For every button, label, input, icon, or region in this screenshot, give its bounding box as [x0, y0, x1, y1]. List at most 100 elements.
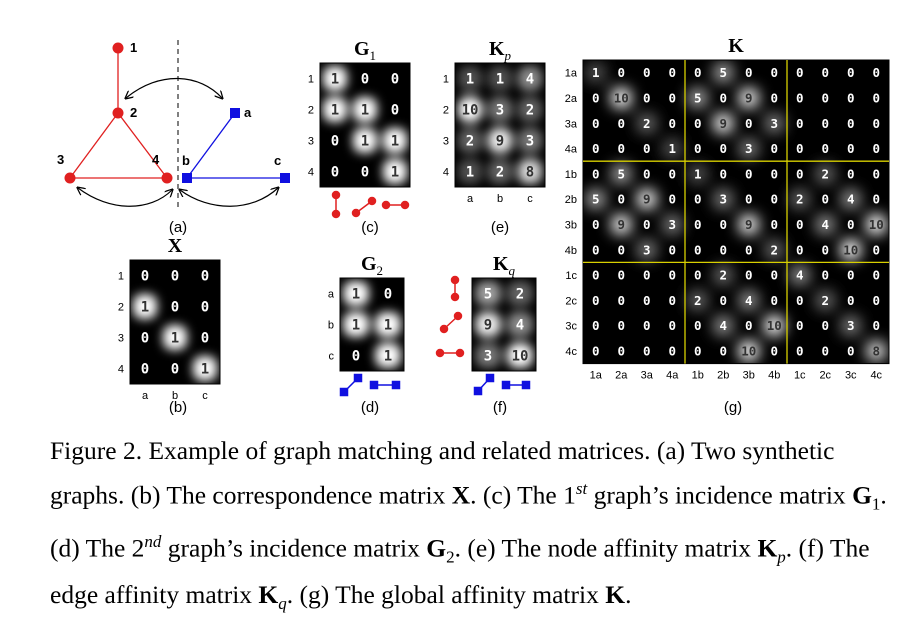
- matrix-cell-value: 0: [847, 141, 855, 156]
- matrix-cell-intensity: [507, 343, 533, 368]
- graph1-node-label: 1: [130, 40, 137, 55]
- panel-label-f: (f): [493, 399, 507, 416]
- matrix-cell-value: 4: [796, 268, 804, 283]
- matrix-cell-value: 9: [484, 318, 492, 334]
- matrix-row-label: 4c: [565, 346, 577, 358]
- matrix-row-label: a: [328, 289, 335, 301]
- matrix-cell-intensity: [475, 312, 501, 337]
- matrix-cell-value: 1: [668, 141, 676, 156]
- matrix-row-label: 2: [443, 105, 449, 117]
- matrix-col-label: 3a: [641, 370, 654, 382]
- matrix-cell-value: 2: [770, 242, 778, 257]
- matrix-cell-value: 0: [847, 343, 855, 358]
- matrix-cell-intensity: [662, 214, 683, 235]
- matrix-title: G1: [354, 38, 376, 63]
- matrix-row-label: 1a: [565, 68, 578, 80]
- graph1-edges: [69, 48, 168, 179]
- graph1-node-label: 4: [152, 152, 160, 167]
- matrix-row-label: c: [329, 351, 335, 363]
- matrix-cell-value: 3: [745, 141, 753, 156]
- matrix-cell-value: 0: [821, 268, 829, 283]
- matrix-cell-value: 0: [643, 90, 651, 105]
- matrix-col-label: a: [467, 193, 474, 205]
- matrix-cell-value: 0: [643, 268, 651, 283]
- matrix-col-label: 4c: [870, 370, 882, 382]
- graph2-node: [280, 173, 290, 183]
- matrix-cell-value: 4: [516, 318, 524, 334]
- graph2-edges: [186, 112, 285, 179]
- matrix-cell-value: 0: [770, 90, 778, 105]
- matrix-cell-value: 0: [745, 116, 753, 131]
- matrix-cell-intensity: [488, 66, 512, 91]
- matrix-cell-value: 2: [694, 293, 702, 308]
- matrix-cell-intensity: [662, 138, 683, 159]
- matrix-cell-intensity: [789, 264, 810, 286]
- matrix-cell-value: 0: [745, 318, 753, 333]
- matrix-cell-intensity: [585, 189, 606, 210]
- matrix-row-label: 2a: [565, 93, 578, 105]
- matrix-cell-value: 0: [796, 90, 804, 105]
- matrix-cell-value: 0: [872, 90, 880, 105]
- matrix-cell-value: 0: [745, 65, 753, 80]
- matrix-cell-value: 0: [643, 318, 651, 333]
- matrix-cell-value: 0: [617, 141, 625, 156]
- matrix-cell-intensity: [343, 312, 369, 337]
- matrix-cell-value: 4: [745, 293, 753, 308]
- matrix-row-label: 4: [443, 167, 449, 179]
- matrix-col-label: 1c: [794, 370, 806, 382]
- matrix-cell-value: 0: [745, 166, 753, 181]
- matrix-cell-value: 1: [361, 134, 369, 150]
- matrix-cell-value: 0: [719, 242, 727, 257]
- matrix-cell-intensity: [518, 128, 542, 153]
- graph1-node: [161, 172, 173, 184]
- matrix-cell-value: 0: [796, 293, 804, 308]
- matrix-cell-value: 0: [770, 268, 778, 283]
- matrix-cell-value: 10: [843, 242, 858, 257]
- matrix-cell-value: 0: [745, 192, 753, 207]
- matrix-col-label: b: [172, 390, 178, 402]
- matrix-cell-value: 0: [668, 343, 676, 358]
- matrix-cell-value: 0: [668, 293, 676, 308]
- matrix-cell-intensity: [488, 128, 512, 153]
- matrix-cell-value: 0: [617, 65, 625, 80]
- matrix-cell-value: 0: [796, 318, 804, 333]
- matrix-cell-value: 3: [484, 349, 492, 365]
- matrix-cell-intensity: [815, 214, 836, 235]
- matrix-cell-value: 1: [352, 287, 360, 303]
- matrix-cell-intensity: [738, 87, 759, 109]
- matrix-cell-value: 1: [201, 362, 209, 378]
- matrix-cell-value: 3: [643, 242, 651, 257]
- matrix-row-label: 4: [118, 364, 124, 376]
- matrix-cell-value: 0: [668, 116, 676, 131]
- matrix-cell-value: 10: [512, 349, 529, 365]
- matrix-cell-value: 1: [331, 103, 339, 119]
- matrix-cell-value: 0: [770, 293, 778, 308]
- matrix-cell-value: 0: [643, 166, 651, 181]
- matrix-cell-value: 0: [796, 166, 804, 181]
- matrix-cell-value: 0: [668, 268, 676, 283]
- matrix-cell-value: 0: [592, 217, 600, 232]
- matrix-cell-value: 0: [668, 242, 676, 257]
- matrix-cell-value: 0: [141, 362, 149, 378]
- matrix-cell-value: 1: [352, 318, 360, 334]
- matrix-row-label: 3: [443, 136, 449, 148]
- matrix-cell-intensity: [687, 290, 708, 311]
- matrix-cell-value: 9: [719, 116, 727, 131]
- matrix-cell-intensity: [518, 159, 542, 184]
- matrix-cell-value: 0: [821, 192, 829, 207]
- matrix-cell-value: 0: [201, 300, 209, 316]
- g1-edge-glyphs: [331, 190, 410, 219]
- matrix-cell-value: 0: [694, 141, 702, 156]
- matrix-cell-intensity: [458, 66, 482, 91]
- matrix-row-label: 3a: [565, 118, 578, 130]
- matrix-cell-value: 0: [201, 269, 209, 285]
- matrix-col-label: c: [527, 193, 533, 205]
- matrix-cell-value: 0: [592, 141, 600, 156]
- matrix-cell-intensity: [738, 214, 759, 235]
- matrix-col-label: 1a: [590, 370, 603, 382]
- matrix-cell-value: 0: [694, 242, 702, 257]
- matrix-cell-value: 9: [496, 134, 504, 150]
- matrix-cell-value: 0: [668, 192, 676, 207]
- matrix-cell-value: 2: [526, 103, 534, 119]
